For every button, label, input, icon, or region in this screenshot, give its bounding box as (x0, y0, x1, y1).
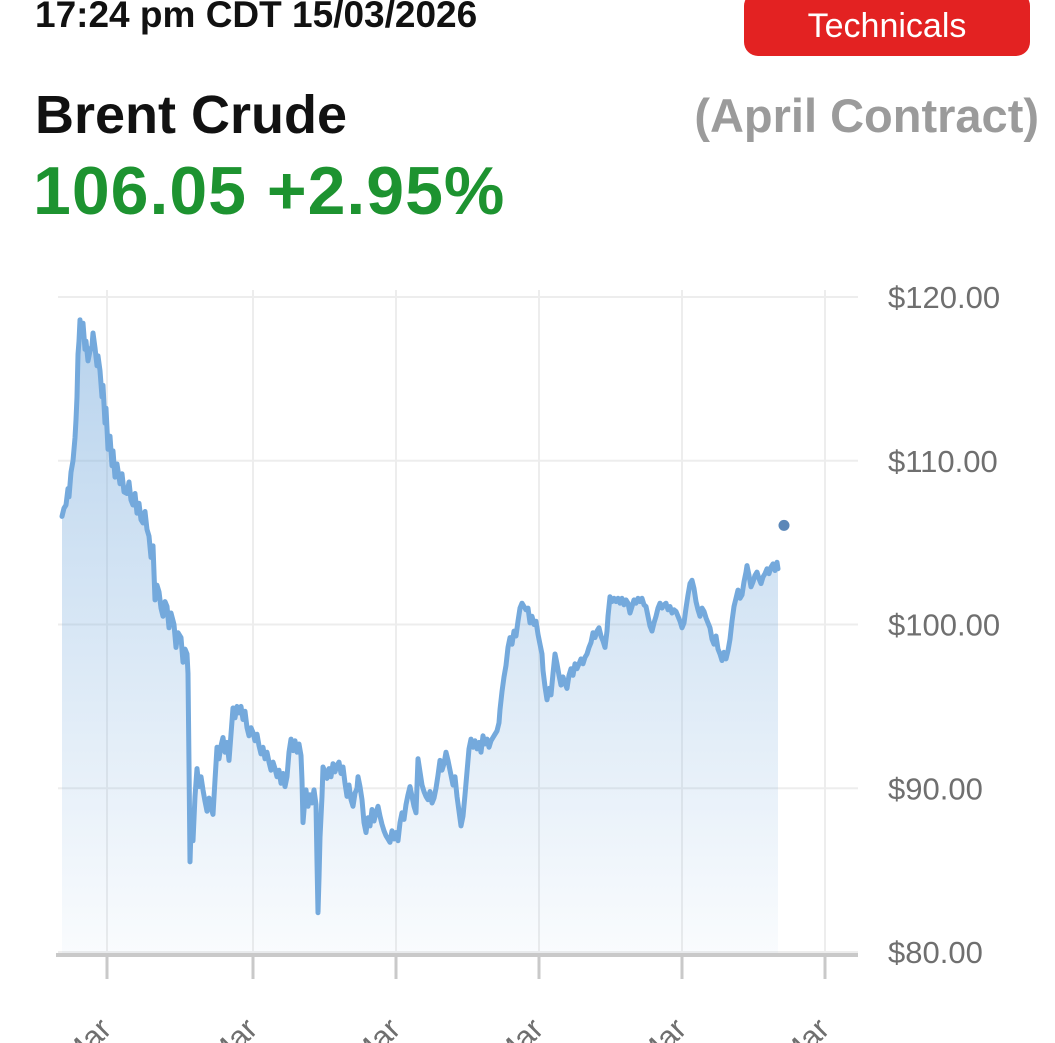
svg-text:9. Mar: 9. Mar (31, 1011, 118, 1043)
svg-text:$80.00: $80.00 (888, 935, 983, 970)
svg-text:$110.00: $110.00 (888, 444, 998, 479)
price-area (62, 319, 778, 955)
svg-text:10. Mar: 10. Mar (165, 1011, 264, 1043)
svg-text:16. Mar: 16. Mar (737, 1011, 836, 1043)
last-price-marker (778, 519, 790, 531)
price-change: 106.05 +2.95% (33, 153, 506, 229)
contract-label: (April Contract) (694, 89, 1039, 142)
title-row: Brent Crude (April Contract) (0, 84, 1055, 148)
svg-text:$100.00: $100.00 (888, 608, 1000, 643)
timestamp: 17:24 pm CDT 15/03/2026 (35, 0, 478, 35)
x-axis-ticks (105, 957, 827, 979)
svg-text:$90.00: $90.00 (888, 771, 983, 806)
svg-text:11. Mar: 11. Mar (310, 1011, 407, 1043)
y-axis-labels: $120.00 $110.00 $100.00 $90.00 $80.00 (888, 285, 1000, 970)
svg-text:$120.00: $120.00 (888, 285, 1000, 315)
x-axis-labels: 9. Mar 10. Mar 11. Mar 12. Mar 13. Mar 16. Ma… (31, 1011, 836, 1043)
svg-text:13. Mar: 13. Mar (594, 1011, 693, 1043)
price-line (59, 317, 781, 916)
price-chart-svg[interactable]: $120.00 $110.00 $100.00 $90.00 $80.00 9. Mar 1… (0, 285, 1055, 1043)
price-chart[interactable]: $120.00 $110.00 $100.00 $90.00 $80.00 9. Mar 1… (0, 285, 1055, 1043)
technicals-button[interactable]: Technicals (744, 0, 1030, 56)
instrument-title: Brent Crude (35, 85, 348, 145)
svg-text:12. Mar: 12. Mar (451, 1011, 550, 1043)
